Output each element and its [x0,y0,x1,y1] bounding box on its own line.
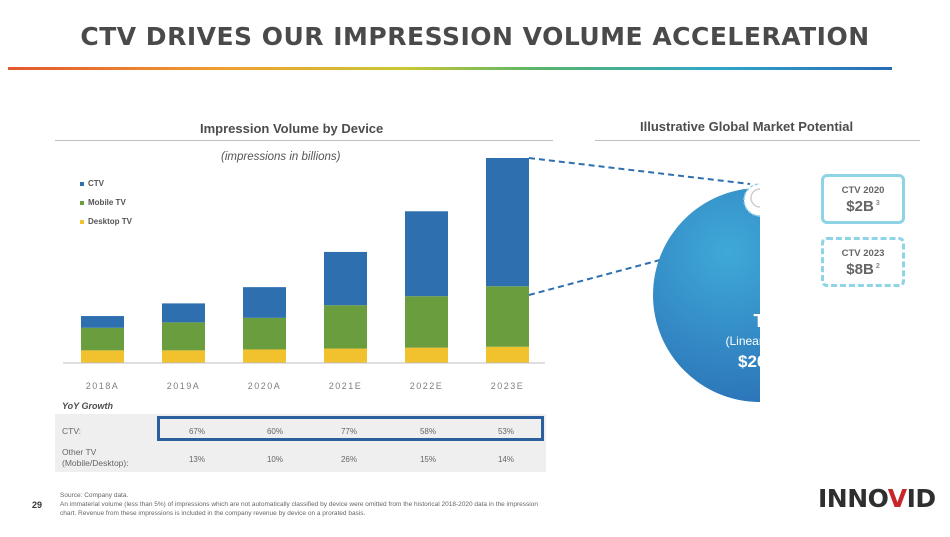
connector-top-line [528,157,751,185]
yoy-other-cell: 14% [497,455,514,464]
source-line: Source: Company data. [60,492,129,499]
legend-item-mobile-tv: Mobile TV [80,193,132,212]
bar-mobile-tv-2020a [243,317,286,350]
chart-section-title: Impression Volume by Device [200,121,384,136]
innovid-logo: INNOVID [818,484,936,513]
bar-ctv-2021e [324,251,367,306]
yoy-ctv-cell: 53% [497,427,514,436]
ctv-2020-callout: CTV 2020 $2B 3 [821,174,905,224]
chart-subtitle: (impressions in billions) [221,151,341,163]
bar-desktop-tv-2020a [243,349,286,363]
legend-item-desktop-tv: Desktop TV [80,212,132,231]
market-potential-diagram [528,157,760,402]
yoy-ctv-cell: 60% [266,427,283,436]
legend-swatch-mobile-tv [80,200,84,205]
market-section-rule [595,140,920,141]
connector-bottom-line [528,259,661,296]
chart-legend: CTV Mobile TV Desktop TV [80,174,132,231]
bar-desktop-tv-2022e [405,347,448,363]
yoy-ctv-cell: 58% [419,427,436,436]
ctv-2023-footnote: 2 [875,263,880,270]
ctv-2020-label: CTV 2020 [841,185,885,196]
tv-title: TV [753,311,777,331]
tv-value-wrap: $200B1 [690,352,840,372]
ctv-2023-callout: CTV 2023 $8B 2 [821,237,905,287]
footnote-line: An immaterial volume (less than 5%) of i… [60,501,538,517]
bar-ctv-2022e [405,211,448,297]
bar-ctv-2019a [162,303,205,323]
ctv-2020-value: $2B [846,198,874,215]
legend-label-mobile-tv: Mobile TV [88,198,126,207]
bar-desktop-tv-2018a [81,350,124,363]
bar-mobile-tv-2023e [486,286,529,347]
tv-market-circle [653,188,760,402]
market-section-title: Illustrative Global Market Potential [640,119,854,134]
yoy-row-label-other-line1: Other TV [62,447,97,457]
ctv-growth-highlight [157,416,544,441]
tv-subtitle: (Linear + CTV) [725,334,805,348]
page-number: 29 [32,500,43,510]
tv-footnote: 1 [788,355,792,363]
x-tick-label: 2021E [329,381,363,391]
yoy-growth-label: YoY Growth [62,401,114,411]
page-title: CTV DRIVES OUR IMPRESSION VOLUME ACCELER… [80,22,870,51]
yoy-ctv-cell: 67% [188,427,205,436]
yoy-other-cell: 13% [188,455,205,464]
yoy-row-label-other-line2: (Mobile/Desktop): [62,458,129,468]
ctv-2020-footnote: 3 [875,200,880,207]
source-note: Source: Company data. An immaterial volu… [60,491,540,518]
bar-mobile-tv-2022e [405,296,448,348]
bar-mobile-tv-2019a [162,322,205,351]
bar-mobile-tv-2018a [81,327,124,351]
legend-item-ctv: CTV [80,174,132,193]
bar-mobile-tv-2021e [324,305,367,349]
yoy-other-cell: 15% [419,455,436,464]
legend-label-ctv: CTV [88,179,104,188]
yoy-row-label-ctv: CTV: [62,426,82,436]
ctv-2023-label: CTV 2023 [841,248,885,259]
x-tick-label: 2020A [248,381,282,391]
yoy-other-cell: 26% [340,455,357,464]
bar-ctv-2023e [486,158,529,287]
bar-ctv-2020a [243,287,286,318]
bar-ctv-2018a [81,316,124,328]
legend-label-desktop-tv: Desktop TV [88,217,133,226]
ctv-2020-circle [750,188,760,208]
x-tick-label: 2023E [491,381,525,391]
logo-part: V [887,484,907,513]
ctv-2023-value: $8B [846,261,874,278]
yoy-ctv-cell: 77% [340,427,357,436]
yoy-other-cell: 10% [266,455,283,464]
x-tick-label: 2019A [167,381,201,391]
bar-desktop-tv-2021e [324,348,367,363]
x-tick-label: 2018A [86,381,120,391]
tv-value: $200B [737,352,789,371]
logo-part: ID [906,484,937,513]
chart-section-rule [55,140,553,141]
title-rule [8,67,892,70]
x-tick-label: 2022E [410,381,444,391]
bar-desktop-tv-2023e [486,346,529,363]
yoy-table [55,414,546,472]
legend-swatch-ctv [80,181,84,186]
legend-swatch-desktop-tv [80,219,84,224]
logo-part: INNO [818,484,888,513]
bar-desktop-tv-2019a [162,350,205,363]
impression-volume-chart: 2018A 2019A 2020A 2021E 2022E 2023E [63,158,545,391]
